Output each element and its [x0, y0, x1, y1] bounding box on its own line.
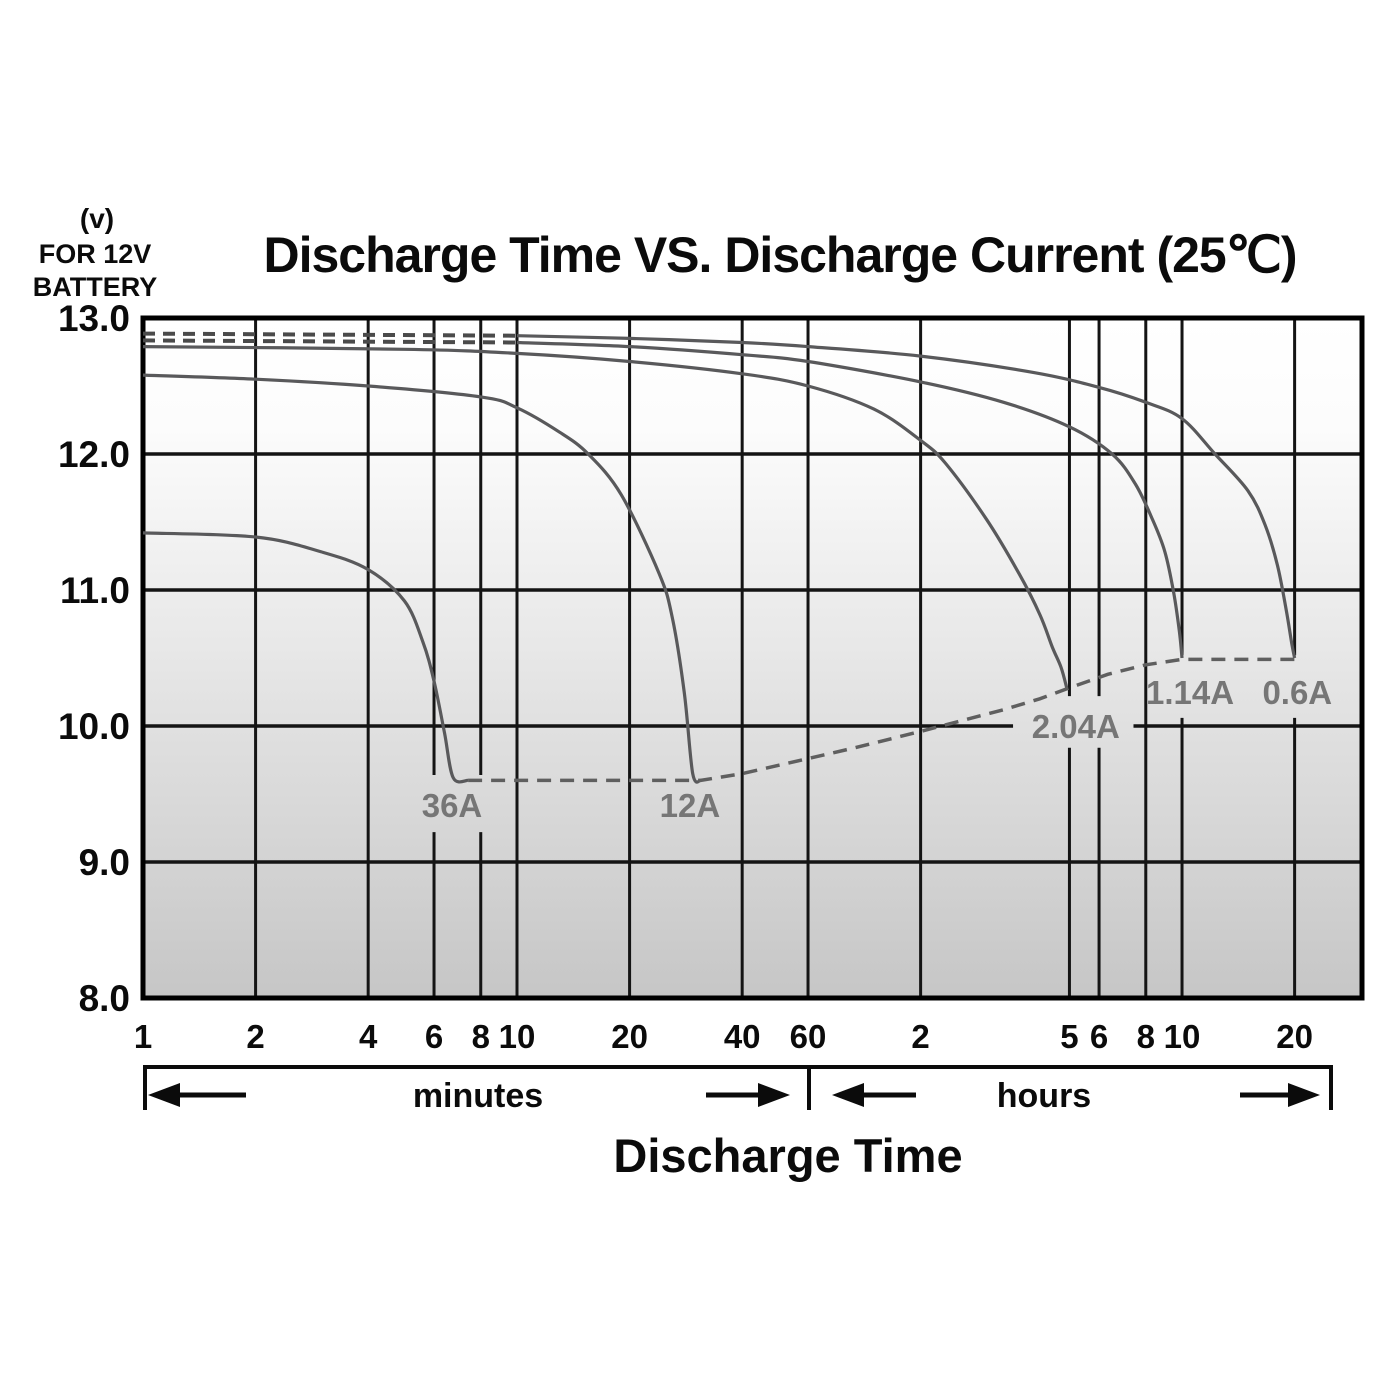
plot-background [143, 318, 1362, 998]
x-axis-title: Discharge Time [613, 1129, 962, 1182]
plot-area: 36A 12A 2.04A 1.14A 0.6A 13.0 12.0 11.0 10.0 9.0 8… [58, 298, 1365, 1055]
series-label-36A: 36A [422, 787, 483, 824]
x-tick-label-minutes: 10 [499, 1018, 536, 1055]
curve-36A [142, 531, 469, 784]
hours-right-arrow [1240, 1083, 1320, 1107]
x-tick-label-hours: 10 [1164, 1018, 1201, 1055]
series-label-2.04A: 2.04A [1032, 708, 1120, 745]
minutes-right-arrow [706, 1083, 790, 1107]
curve-1.14A [516, 340, 1184, 659]
curve-0.6A [516, 334, 1297, 659]
y-tick-label: 8.0 [79, 978, 130, 1019]
y-tick-label: 11.0 [60, 570, 130, 611]
x-tick-label-minutes: 8 [472, 1018, 490, 1055]
y-tick-label: 12.0 [58, 434, 130, 475]
x-tick-label-minutes: 2 [246, 1018, 264, 1055]
hours-left-arrow [832, 1083, 916, 1107]
x-tick-label-minutes: 6 [425, 1018, 443, 1055]
x-axis-section-bracket [143, 1065, 1333, 1110]
curve-12A [142, 373, 703, 784]
x-tick-label-minutes: 1 [134, 1018, 152, 1055]
x-tick-label-hours: 6 [1090, 1018, 1108, 1055]
x-tick-label-hours: 8 [1137, 1018, 1155, 1055]
x-tick-label-hours: 5 [1060, 1018, 1078, 1055]
x-tick-label-minutes: 4 [359, 1018, 378, 1055]
chart-title: Discharge Time VS. Discharge Current (25… [263, 227, 1296, 283]
y-tick-label: 13.0 [58, 298, 130, 339]
x-tick-label-minutes: 60 [790, 1018, 827, 1055]
curve-0.6A-dashed-start [142, 331, 518, 338]
y-tick-label: 9.0 [79, 842, 130, 883]
minutes-section-label: minutes [413, 1077, 543, 1115]
plot-border [140, 315, 1365, 1001]
minutes-left-arrow [148, 1083, 246, 1107]
cutoff-voltage-dashed-line [468, 657, 1295, 783]
y-axis-unit-battery: BATTERY [33, 272, 158, 302]
curve-1.14A-dashed-start [142, 338, 518, 345]
y-axis-unit-for-12v: FOR 12V [39, 239, 152, 269]
series-label-1.14A: 1.14A [1146, 674, 1234, 711]
x-tick-label-minutes: 20 [611, 1018, 648, 1055]
x-tick-label-hours: 20 [1276, 1018, 1313, 1055]
x-tick-label-minutes: 40 [724, 1018, 761, 1055]
curve-2.04A [142, 345, 1069, 689]
hours-section-label: hours [997, 1077, 1091, 1115]
series-label-12A: 12A [660, 787, 721, 824]
x-tick-label-hours: 2 [911, 1018, 929, 1055]
y-axis-unit-symbol: (v) [80, 203, 114, 234]
series-label-0.6A: 0.6A [1262, 674, 1332, 711]
y-tick-label: 10.0 [58, 706, 130, 747]
